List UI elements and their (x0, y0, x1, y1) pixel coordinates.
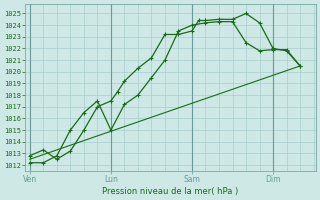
X-axis label: Pression niveau de la mer( hPa ): Pression niveau de la mer( hPa ) (102, 187, 239, 196)
